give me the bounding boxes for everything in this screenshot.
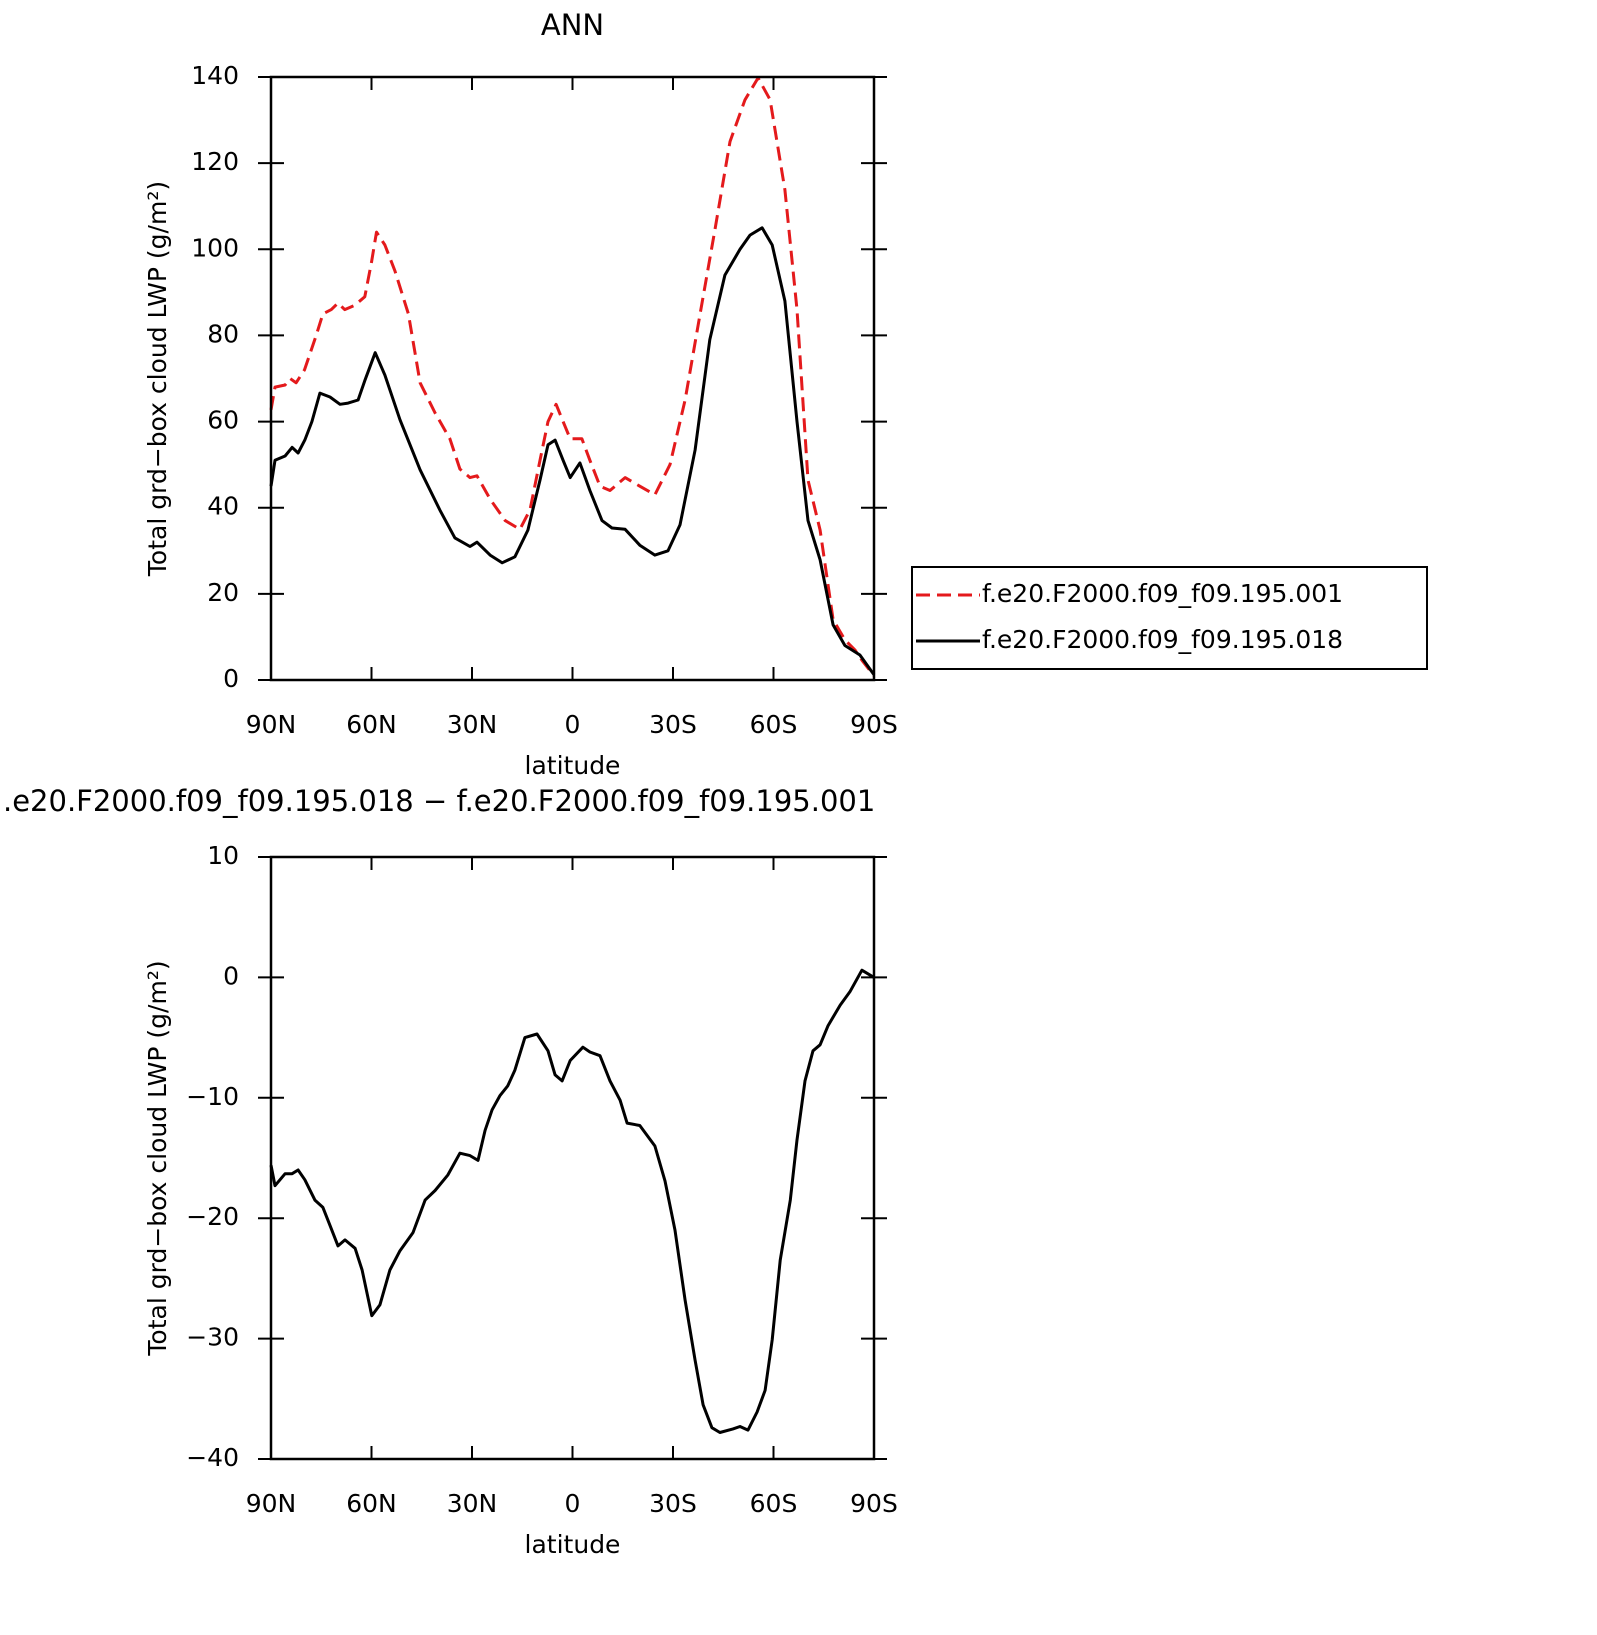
- x-tick-label: 90N: [246, 710, 297, 739]
- y-tick-label: −20: [186, 1202, 239, 1231]
- y-axis-label: Total grd−box cloud LWP (g/m²): [143, 960, 172, 1356]
- data-line: [269, 76, 876, 677]
- x-tick-label: 0: [565, 710, 581, 739]
- y-tick-label: 0: [223, 664, 239, 693]
- x-tick-label: 90S: [850, 1489, 898, 1518]
- y-tick-label: 120: [191, 147, 239, 176]
- y-tick-label: 20: [207, 578, 239, 607]
- y-tick-label: 80: [207, 319, 239, 348]
- plot-frame: [269, 75, 876, 682]
- chart-title: ANN: [541, 8, 604, 42]
- y-tick-label: 60: [207, 406, 239, 435]
- x-tick-label: 30N: [447, 710, 498, 739]
- x-tick-label: 0: [565, 1489, 581, 1518]
- x-tick-label: 30S: [649, 1489, 697, 1518]
- y-axis-label: Total grd−box cloud LWP (g/m²): [143, 181, 172, 577]
- legend-label: f.e20.F2000.f09_f09.195.018: [982, 625, 1343, 654]
- data-line: [269, 226, 876, 676]
- legend-box: [911, 566, 1428, 670]
- y-tick-label: −30: [186, 1323, 239, 1352]
- x-axis-label: latitude: [525, 1530, 621, 1559]
- y-tick-label: 0: [223, 961, 239, 990]
- x-tick-label: 60S: [750, 1489, 798, 1518]
- y-tick-label: 140: [191, 61, 239, 90]
- x-tick-label: 90S: [850, 710, 898, 739]
- y-tick-label: 10: [207, 841, 239, 870]
- y-tick-label: −10: [186, 1082, 239, 1111]
- x-tick-label: 60N: [346, 1489, 397, 1518]
- legend-label: f.e20.F2000.f09_f09.195.001: [982, 579, 1343, 608]
- y-tick-label: −40: [186, 1443, 239, 1472]
- x-tick-label: 60N: [346, 710, 397, 739]
- x-tick-label: 60S: [750, 710, 798, 739]
- y-tick-label: 40: [207, 492, 239, 521]
- y-tick-label: 100: [191, 233, 239, 262]
- x-tick-label: 90N: [246, 1489, 297, 1518]
- x-axis-label: latitude: [525, 751, 621, 780]
- x-tick-label: 30N: [447, 1489, 498, 1518]
- chart-title: .e20.F2000.f09_f09.195.018 − f.e20.F2000…: [3, 784, 875, 818]
- data-line: [269, 968, 875, 1434]
- x-tick-label: 30S: [649, 710, 697, 739]
- plot-frame: [269, 855, 876, 1461]
